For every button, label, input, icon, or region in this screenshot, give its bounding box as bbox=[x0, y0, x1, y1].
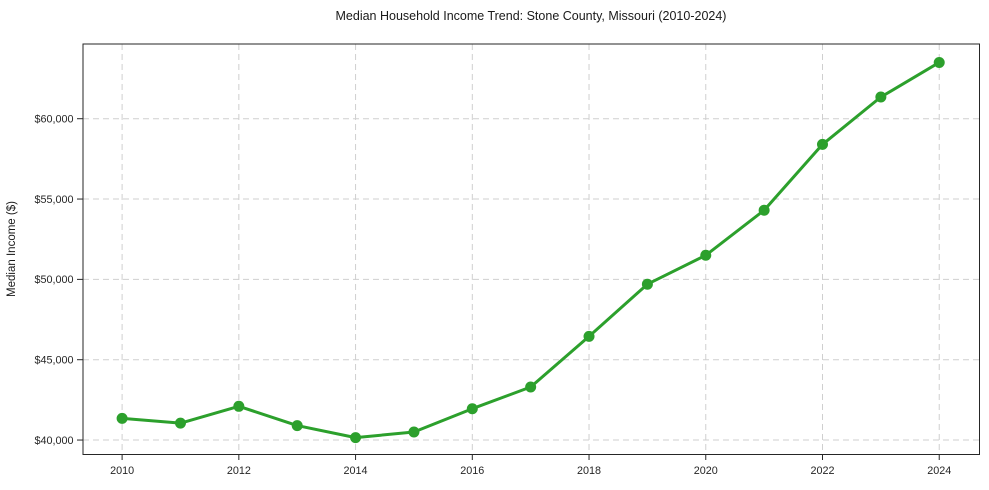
data-point bbox=[933, 56, 945, 68]
axis-ticks-and-labels: 2010 2012 2014 2016 2018 2020 2022 2024 $40,000 $… bbox=[34, 114, 951, 477]
plot-border bbox=[82, 43, 980, 455]
y-tick-label: $40,000 bbox=[34, 435, 73, 447]
y-tick-label: $55,000 bbox=[34, 194, 73, 206]
data-point bbox=[116, 412, 128, 424]
data-point bbox=[641, 278, 653, 290]
data-point bbox=[408, 426, 420, 438]
data-point bbox=[583, 330, 595, 342]
x-tick-label: 2014 bbox=[344, 465, 368, 477]
x-tick-label: 2012 bbox=[227, 465, 251, 477]
x-tick-label: 2022 bbox=[810, 465, 834, 477]
y-tick-label: $50,000 bbox=[34, 274, 73, 286]
x-tick-label: 2024 bbox=[927, 465, 951, 477]
data-point bbox=[525, 381, 537, 393]
y-axis-label: Median Income ($) bbox=[6, 201, 18, 297]
data-point bbox=[875, 91, 887, 103]
x-tick-label: 2020 bbox=[694, 465, 718, 477]
data-point bbox=[700, 249, 712, 261]
chart-title: Median Household Income Trend: Stone Cou… bbox=[336, 9, 727, 23]
x-tick-label: 2010 bbox=[110, 465, 134, 477]
y-tick-label: $60,000 bbox=[34, 114, 73, 126]
data-point bbox=[291, 420, 303, 432]
data-point bbox=[174, 417, 186, 429]
data-point bbox=[816, 138, 828, 150]
plot-border-rect bbox=[82, 43, 980, 455]
data-point bbox=[233, 400, 245, 412]
x-tick-label: 2018 bbox=[577, 465, 601, 477]
y-tick-label: $45,000 bbox=[34, 355, 73, 367]
data-point bbox=[466, 403, 478, 415]
x-tick-label: 2016 bbox=[460, 465, 484, 477]
gridlines bbox=[83, 44, 980, 455]
data-point bbox=[758, 204, 770, 216]
data-point bbox=[350, 432, 362, 444]
income-series bbox=[116, 56, 945, 444]
